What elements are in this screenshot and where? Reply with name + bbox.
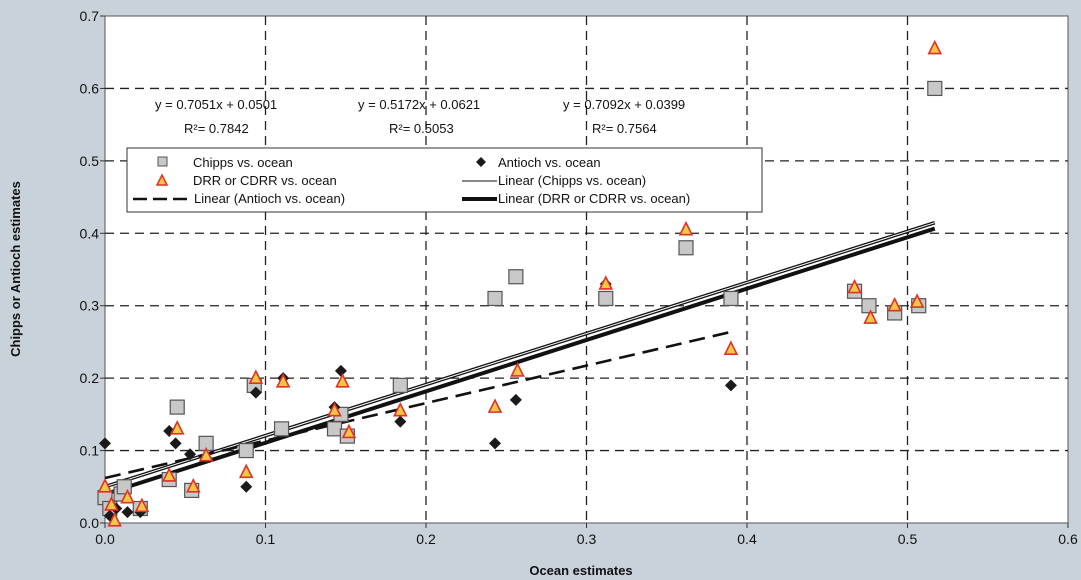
antioch-point bbox=[99, 437, 111, 450]
x-tick-label: 0.0 bbox=[95, 531, 115, 547]
drr-point bbox=[887, 296, 902, 312]
y-tick-label: 0.1 bbox=[80, 443, 100, 459]
equation-drr: y = 0.7092x + 0.0399 bbox=[563, 97, 685, 112]
antioch-point bbox=[169, 437, 182, 450]
chipps-point bbox=[169, 399, 185, 415]
antioch-point bbox=[249, 386, 262, 399]
drr-point bbox=[104, 496, 119, 511]
legend-label-chipps: Chipps vs. ocean bbox=[193, 155, 293, 170]
r2-chipps: R²= 0.7842 bbox=[184, 121, 249, 136]
y-axis-title: Chipps or Antioch estimates bbox=[8, 181, 23, 357]
drr-point bbox=[598, 275, 614, 290]
drr-point bbox=[909, 293, 925, 308]
chipps-point bbox=[861, 298, 877, 314]
data-points bbox=[97, 39, 943, 527]
chipps-point bbox=[723, 290, 739, 307]
legend-box bbox=[126, 147, 763, 213]
chipps-point bbox=[508, 269, 524, 285]
antioch-point bbox=[121, 506, 134, 519]
drr-point bbox=[97, 477, 113, 493]
drr-point bbox=[185, 477, 201, 493]
legend-label-linear-drr: Linear (DRR or CDRR vs. ocean) bbox=[498, 191, 690, 206]
chipps-point bbox=[392, 377, 408, 393]
y-tick-label: 0.7 bbox=[80, 8, 100, 24]
chipps-point bbox=[927, 80, 943, 97]
y-tick-label: 0.2 bbox=[80, 370, 100, 386]
drr-point bbox=[393, 401, 408, 417]
legend-label-linear-antioch: Linear (Antioch vs. ocean) bbox=[194, 191, 345, 206]
legend-marker-square bbox=[157, 156, 168, 167]
legend-marker-triangle bbox=[155, 173, 169, 186]
y-tick-label: 0.6 bbox=[80, 80, 100, 96]
antioch-point bbox=[184, 448, 197, 461]
drr-point bbox=[487, 398, 503, 413]
chipps-point bbox=[487, 290, 503, 307]
y-tick-label: 0.5 bbox=[80, 153, 100, 169]
drr-point bbox=[134, 497, 150, 513]
legend-label-linear-chipps: Linear (Chipps vs. ocean) bbox=[498, 173, 646, 188]
drr-point bbox=[275, 372, 291, 388]
chipps-point bbox=[116, 479, 132, 495]
drr-point bbox=[927, 39, 943, 55]
drr-point bbox=[678, 220, 694, 236]
antioch-point bbox=[334, 364, 347, 377]
drr-point bbox=[198, 446, 214, 462]
drr-point bbox=[847, 278, 862, 294]
y-tick-label: 0.0 bbox=[80, 515, 100, 531]
drr-point bbox=[248, 369, 264, 384]
chipps-point bbox=[598, 290, 614, 307]
equation-antioch: y = 0.5172x + 0.0621 bbox=[358, 97, 480, 112]
legend-label-antioch: Antioch vs. ocean bbox=[498, 155, 601, 170]
drr-point bbox=[327, 401, 342, 417]
equation-labels: y = 0.7051x + 0.0501 R²= 0.7842 y = 0.51… bbox=[155, 97, 685, 136]
drr-point bbox=[161, 467, 177, 482]
trendline-chipps-inner bbox=[104, 222, 935, 488]
antioch-point bbox=[724, 379, 737, 392]
drr-point bbox=[723, 340, 739, 355]
drr-point bbox=[863, 309, 878, 324]
drr-point bbox=[341, 423, 357, 439]
x-tick-label: 0.4 bbox=[737, 531, 757, 547]
drr-point bbox=[169, 420, 185, 435]
chipps-point bbox=[238, 442, 254, 459]
chipps-point bbox=[678, 240, 694, 256]
x-tick-label: 0.1 bbox=[256, 531, 276, 547]
equation-chipps: y = 0.7051x + 0.0501 bbox=[155, 97, 277, 112]
x-tick-label: 0.6 bbox=[1058, 531, 1078, 547]
antioch-point bbox=[509, 393, 522, 406]
x-tick-label: 0.2 bbox=[416, 531, 436, 547]
antioch-point bbox=[394, 415, 407, 428]
antioch-point bbox=[240, 480, 253, 493]
x-tick-label: 0.5 bbox=[898, 531, 918, 547]
drr-point bbox=[335, 372, 350, 388]
drr-point bbox=[107, 512, 122, 527]
legend-label-drr: DRR or CDRR vs. ocean bbox=[193, 173, 337, 188]
legend-marker-diamond bbox=[476, 157, 486, 167]
y-tick-label: 0.4 bbox=[80, 225, 100, 241]
x-axis-title: Ocean estimates bbox=[529, 563, 632, 578]
r2-antioch: R²= 0.5053 bbox=[389, 121, 454, 136]
legend: Chipps vs. ocean Antioch vs. ocean DRR o… bbox=[126, 147, 763, 213]
drr-point bbox=[238, 463, 254, 479]
drr-point bbox=[510, 362, 525, 377]
antioch-point bbox=[489, 437, 502, 450]
drr-point bbox=[120, 488, 135, 504]
r2-drr: R²= 0.7564 bbox=[592, 121, 657, 136]
x-tick-label: 0.3 bbox=[577, 531, 597, 547]
y-tick-label: 0.3 bbox=[80, 298, 100, 314]
tick-labels: 0.0 0.1 0.2 0.3 0.4 0.5 0.6 0.0 0.1 0.2 0.3 0.4 0.5 0… bbox=[80, 8, 1078, 547]
chipps-point bbox=[326, 421, 343, 437]
chipps-point bbox=[273, 421, 290, 437]
